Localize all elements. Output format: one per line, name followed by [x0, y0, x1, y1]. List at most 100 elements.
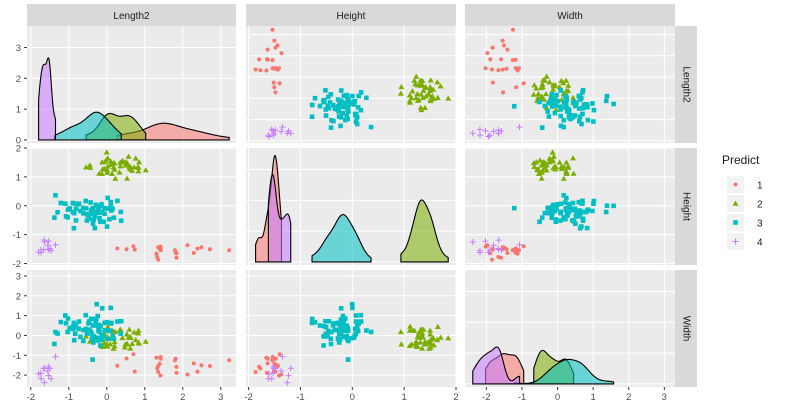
- point-cluster-3: [604, 93, 610, 99]
- point-cluster-4: [265, 370, 272, 377]
- point-cluster-3: [93, 335, 99, 340]
- point-cluster-2: [542, 90, 549, 97]
- point-cluster-2: [116, 169, 123, 175]
- point-cluster-4: [476, 132, 483, 139]
- point-cluster-2: [531, 163, 538, 170]
- point-cluster-4: [279, 353, 286, 360]
- point-cluster-3: [577, 93, 583, 99]
- point-cluster-2: [538, 175, 545, 181]
- point-cluster-2: [127, 333, 134, 339]
- legend-label: 3: [757, 219, 763, 230]
- point-cluster-3: [584, 225, 590, 231]
- point-cluster-2: [111, 338, 118, 345]
- legend: Predict 1 2 3 4: [722, 153, 763, 250]
- scatter-panel-length2-vs-width: [469, 27, 616, 140]
- point-cluster-2: [550, 157, 557, 163]
- point-cluster-3: [549, 92, 555, 97]
- point-cluster-4: [469, 239, 476, 245]
- point-cluster-3: [97, 203, 103, 209]
- strip-right-background: [675, 148, 697, 265]
- panel-grid: [465, 147, 675, 265]
- y-tick-label: -2: [13, 259, 21, 270]
- point-cluster-3: [102, 320, 107, 326]
- strip-label-row-width: Width: [680, 316, 691, 342]
- point-cluster-2: [407, 99, 414, 105]
- point-cluster-2: [565, 82, 572, 88]
- point-cluster-3: [579, 200, 584, 206]
- point-cluster-2: [414, 333, 421, 339]
- point-cluster-2: [121, 344, 128, 350]
- point-cluster-3: [542, 210, 548, 216]
- point-cluster-1: [272, 85, 277, 90]
- x-tick-label: 2: [180, 392, 185, 403]
- point-cluster-3: [70, 200, 76, 206]
- point-cluster-3: [551, 202, 556, 208]
- point-cluster-3: [55, 331, 60, 336]
- point-cluster-3: [118, 331, 124, 336]
- point-cluster-3: [317, 323, 323, 328]
- point-cluster-2: [563, 169, 570, 175]
- point-cluster-1: [199, 363, 204, 368]
- point-cluster-2: [418, 79, 425, 86]
- point-cluster-3: [76, 326, 81, 332]
- point-cluster-2: [413, 338, 420, 344]
- point-cluster-3: [86, 212, 91, 218]
- point-cluster-2: [135, 163, 142, 169]
- point-cluster-3: [338, 88, 344, 93]
- point-cluster-3: [591, 107, 597, 113]
- point-cluster-3: [341, 320, 347, 326]
- point-cluster-3: [579, 121, 584, 127]
- strip-top-background: [465, 4, 675, 26]
- point-cluster-2: [406, 92, 413, 98]
- density-curve-cluster-3: [513, 358, 615, 385]
- point-cluster-2: [556, 159, 563, 165]
- point-cluster-1: [173, 356, 178, 361]
- point-cluster-3: [364, 328, 369, 333]
- point-cluster-2: [570, 170, 577, 176]
- point-cluster-3: [321, 343, 326, 348]
- point-cluster-2: [427, 327, 434, 333]
- point-cluster-3: [564, 109, 570, 114]
- point-cluster-3: [322, 323, 327, 329]
- point-cluster-2: [560, 79, 567, 86]
- point-cluster-1: [195, 369, 200, 374]
- point-cluster-3: [354, 121, 360, 127]
- point-cluster-3: [539, 215, 545, 220]
- point-cluster-3: [368, 329, 374, 335]
- point-cluster-3: [333, 321, 338, 326]
- point-cluster-3: [325, 328, 331, 334]
- point-cluster-1: [157, 361, 162, 366]
- point-cluster-3: [580, 111, 585, 117]
- point-cluster-2: [427, 97, 434, 104]
- y-tick-label: 3: [16, 271, 21, 282]
- point-cluster-3: [333, 106, 338, 111]
- point-cluster-2: [414, 343, 421, 349]
- point-cluster-3: [345, 326, 351, 332]
- point-cluster-2: [427, 344, 434, 350]
- point-cluster-3: [63, 313, 68, 318]
- point-cluster-3: [566, 111, 572, 117]
- point-cluster-4: [270, 130, 277, 137]
- point-cluster-3: [353, 313, 359, 318]
- point-cluster-1: [501, 43, 506, 48]
- scatter-panel-width-vs-length2: [35, 301, 232, 386]
- point-cluster-3: [53, 193, 58, 198]
- point-cluster-3: [341, 104, 347, 110]
- point-cluster-3: [566, 206, 572, 211]
- point-cluster-3: [579, 95, 584, 101]
- point-cluster-2: [83, 164, 90, 170]
- point-cluster-3: [325, 103, 330, 108]
- point-cluster-3: [558, 123, 564, 129]
- strip-right-background: [675, 270, 697, 387]
- point-cluster-3: [105, 195, 111, 201]
- point-cluster-4: [476, 126, 483, 133]
- point-cluster-3: [52, 215, 57, 220]
- point-cluster-3: [611, 101, 616, 107]
- point-cluster-2: [421, 104, 428, 110]
- point-cluster-3: [346, 100, 351, 106]
- strip-label-length2: Length2: [113, 11, 150, 22]
- point-cluster-3: [546, 114, 552, 119]
- point-cluster-4: [485, 133, 492, 140]
- point-cluster-3: [84, 218, 90, 223]
- point-cluster-4: [284, 379, 291, 386]
